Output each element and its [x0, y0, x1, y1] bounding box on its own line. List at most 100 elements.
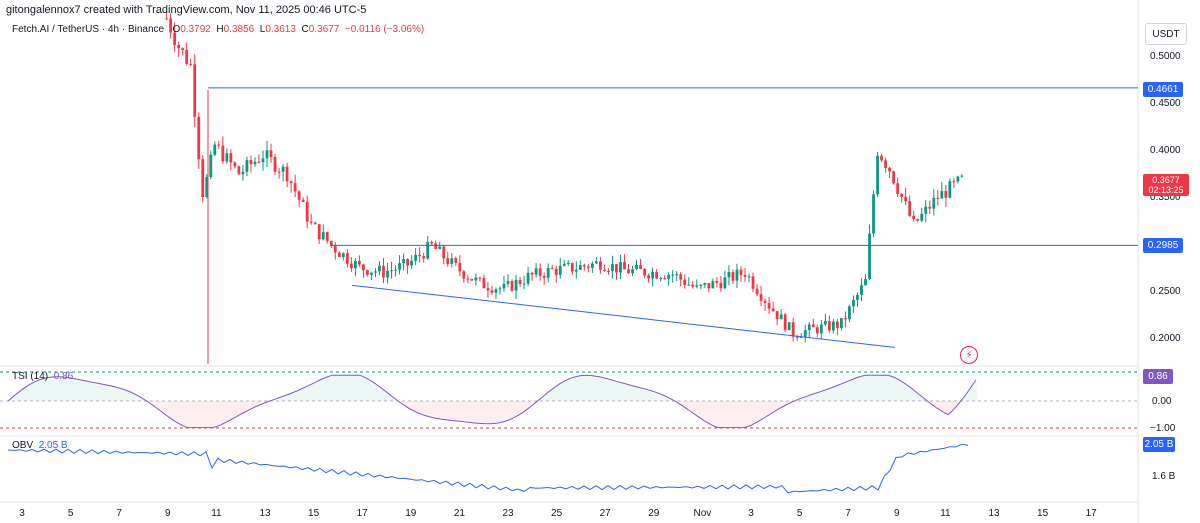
- candle: [831, 321, 835, 331]
- candle: [386, 270, 389, 278]
- candle: [611, 264, 614, 272]
- open-value: 0.3792: [180, 24, 211, 35]
- candle: [590, 263, 594, 268]
- candle: [514, 279, 518, 291]
- symbol-name[interactable]: Fetch.AI / TetherUS · 4h · Binance: [12, 24, 165, 35]
- change-value: −0.0116 (−3.06%): [344, 24, 425, 35]
- candle: [301, 199, 305, 202]
- candle: [739, 269, 743, 275]
- candle: [916, 219, 920, 221]
- last-price-label: 0.3677 02:13:25: [1143, 174, 1189, 196]
- price-tick: 0.5000: [1150, 51, 1181, 62]
- candle: [422, 256, 426, 259]
- symbol-legend: Fetch.AI / TetherUS · 4h · Binance O0.37…: [12, 24, 425, 35]
- time-tick: 19: [405, 508, 417, 519]
- candle: [486, 288, 490, 291]
- tsi-tick: 0.00: [1152, 396, 1172, 407]
- candle: [936, 197, 940, 199]
- candle: [201, 159, 205, 197]
- obv-value-badge: 2.05 B: [1143, 437, 1175, 452]
- candle: [285, 166, 289, 182]
- last-price: 0.3677: [1152, 175, 1180, 185]
- candle: [904, 196, 908, 202]
- candle: [466, 278, 470, 280]
- candle: [534, 268, 538, 275]
- candle: [791, 322, 795, 337]
- candle: [490, 290, 494, 293]
- candle: [362, 264, 365, 271]
- obv-tick: 1.6 B: [1152, 471, 1176, 482]
- candle: [771, 308, 775, 312]
- time-tick: 7: [116, 508, 122, 519]
- candle: [787, 322, 791, 331]
- candle: [446, 258, 450, 265]
- candle: [414, 254, 418, 261]
- candle: [426, 241, 430, 259]
- candle: [667, 274, 671, 279]
- candle: [546, 268, 550, 278]
- candle: [627, 269, 630, 274]
- time-tick: 3: [19, 508, 25, 519]
- candle: [221, 145, 225, 162]
- candle: [631, 269, 634, 274]
- candle: [707, 283, 711, 289]
- candle: [767, 302, 771, 309]
- candle: [880, 155, 883, 161]
- candle: [844, 318, 847, 320]
- candle: [868, 233, 871, 280]
- candle: [169, 18, 173, 33]
- obv-legend[interactable]: OBV 2.05 B: [12, 440, 68, 451]
- candle: [181, 48, 185, 51]
- candle: [603, 269, 606, 272]
- candle: [711, 281, 715, 289]
- time-tick: 27: [600, 508, 612, 519]
- candle: [912, 215, 916, 220]
- price-tick: 0.2500: [1150, 286, 1181, 297]
- close-value: 0.3677: [308, 24, 340, 35]
- candle: [743, 274, 747, 277]
- time-tick: 9: [894, 508, 900, 519]
- candle: [478, 277, 482, 279]
- candle: [366, 270, 369, 275]
- time-tick: Nov: [694, 508, 712, 519]
- tsi-legend[interactable]: TSI (14) 0.86: [12, 371, 74, 382]
- candle: [747, 276, 751, 278]
- time-tick: 13: [988, 508, 1000, 519]
- candle: [896, 183, 900, 194]
- candle: [349, 263, 353, 269]
- candle: [398, 263, 401, 270]
- candle: [671, 274, 675, 276]
- candle: [892, 171, 896, 184]
- tsi-line: [7, 374, 977, 429]
- time-tick: 15: [308, 508, 320, 519]
- candle: [233, 162, 237, 167]
- candle: [948, 181, 952, 198]
- candle: [763, 300, 767, 303]
- currency-button[interactable]: USDT: [1145, 23, 1187, 45]
- candle: [241, 171, 245, 175]
- candle: [835, 321, 839, 328]
- candle: [823, 321, 827, 325]
- lightning-icon[interactable]: ⚡: [960, 346, 978, 364]
- candle: [803, 330, 807, 337]
- candle: [273, 157, 277, 172]
- candle: [623, 262, 626, 270]
- candle: [807, 324, 811, 331]
- trend-line[interactable]: [351, 284, 896, 348]
- candle: [956, 176, 960, 182]
- candle: [382, 265, 385, 278]
- time-tick: 17: [1086, 508, 1098, 519]
- candle: [924, 206, 928, 214]
- candle: [586, 266, 590, 268]
- candle: [582, 265, 586, 267]
- candle: [494, 289, 498, 293]
- candle: [655, 272, 659, 279]
- candle: [723, 277, 727, 289]
- candle: [177, 44, 181, 49]
- candle: [329, 240, 333, 245]
- candle: [683, 279, 687, 285]
- candle: [944, 191, 948, 198]
- obv-line: [7, 443, 969, 494]
- candle: [558, 265, 562, 275]
